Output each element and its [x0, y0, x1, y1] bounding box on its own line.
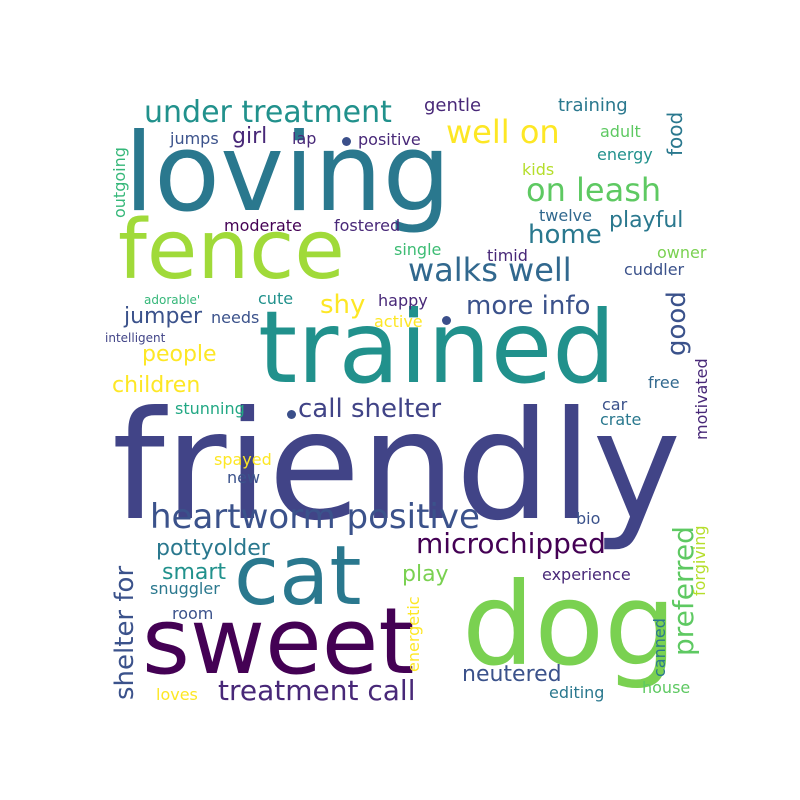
- word-neutered: neutered: [462, 662, 562, 687]
- word-loves: loves: [156, 685, 198, 704]
- word-treatment-call: treatment call: [218, 674, 416, 707]
- word-sweet: sweet: [142, 588, 415, 695]
- word-adult: adult: [600, 122, 641, 141]
- word-food: food: [663, 111, 687, 156]
- word-playful: playful: [609, 208, 684, 233]
- dot-mark: [287, 410, 296, 419]
- word-car: car: [602, 395, 628, 414]
- word-energetic: energetic: [404, 596, 423, 672]
- word-training: training: [558, 95, 628, 116]
- word-energy: energy: [597, 145, 653, 164]
- dot-mark: [342, 137, 351, 146]
- word-play: play: [402, 562, 449, 587]
- word-jumps: jumps: [170, 129, 219, 148]
- word-happy: happy: [378, 291, 428, 310]
- word-moderate: moderate: [224, 216, 302, 235]
- word-on-leash: on leash: [526, 171, 662, 209]
- word-jumper: jumper: [124, 304, 203, 329]
- word-gentle: gentle: [424, 95, 482, 116]
- word-shelter-for: shelter for: [110, 565, 140, 700]
- word-heartworm-positive: heartworm positive: [150, 497, 480, 537]
- word-cat: cat: [234, 529, 362, 624]
- word-adorable: adorable': [144, 293, 201, 307]
- word-editing: editing: [549, 683, 605, 702]
- word-single: single: [394, 240, 442, 259]
- word-friendly: friendly: [112, 380, 682, 554]
- word-motivated: motivated: [692, 358, 711, 440]
- word-new: new: [227, 468, 261, 487]
- word-girl: girl: [232, 124, 268, 149]
- word-outgoing: outgoing: [110, 147, 129, 218]
- word-bio: bio: [576, 509, 601, 528]
- word-loving: loving: [124, 111, 452, 236]
- word-call-shelter: call shelter: [298, 394, 442, 424]
- word-pottyolder: pottyolder: [156, 536, 270, 561]
- word-active: active: [374, 312, 423, 331]
- word-snuggler: snuggler: [150, 579, 220, 598]
- word-house: house: [642, 678, 691, 697]
- word-cuddler: cuddler: [624, 260, 685, 279]
- word-canned: canned: [650, 618, 669, 677]
- word-people: people: [142, 342, 217, 367]
- word-more-info: more info: [466, 291, 591, 321]
- dot-mark: [442, 316, 451, 325]
- word-good: good: [662, 291, 692, 356]
- word-stunning: stunning: [175, 399, 245, 418]
- word-timid: timid: [487, 246, 528, 265]
- word-children: children: [112, 373, 201, 398]
- word-crate: crate: [600, 410, 642, 429]
- word-free: free: [648, 373, 680, 392]
- word-fostered: fostered: [334, 216, 401, 235]
- word-well-on: well on: [446, 113, 560, 151]
- word-lap: lap: [292, 129, 317, 148]
- word-needs: needs: [211, 308, 260, 327]
- word-intelligent: intelligent: [105, 331, 166, 345]
- word-smart: smart: [162, 560, 227, 585]
- word-under-treatment: under treatment: [144, 95, 392, 130]
- word-walks-well: walks well: [408, 251, 572, 289]
- word-microchipped: microchipped: [416, 527, 606, 560]
- word-trained: trained: [258, 289, 616, 406]
- word-shy: shy: [320, 290, 366, 320]
- word-spayed: spayed: [214, 450, 272, 469]
- word-room: room: [172, 604, 214, 623]
- word-twelve: twelve: [539, 206, 592, 225]
- word-positive: positive: [358, 130, 421, 149]
- word-fence: fence: [118, 203, 345, 298]
- word-home: home: [528, 220, 602, 250]
- word-owner: owner: [657, 243, 707, 262]
- word-experience: experience: [542, 565, 631, 584]
- word-kids: kids: [522, 160, 555, 179]
- word-cute: cute: [258, 289, 294, 308]
- word-forgiving: forgiving: [690, 525, 709, 596]
- word-dog: dog: [462, 558, 677, 691]
